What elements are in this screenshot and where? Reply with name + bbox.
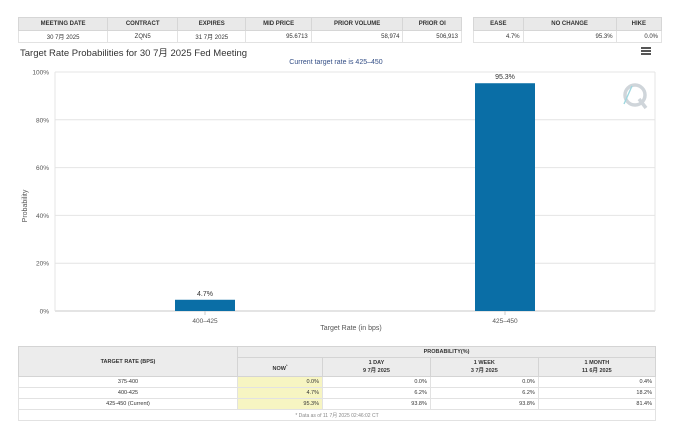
bar-data-label: 4.7% — [197, 291, 213, 298]
chart-subtitle: Current target rate is 425–450 — [289, 59, 383, 66]
meeting-date-value: 30 7月 2025 — [17, 30, 109, 43]
futures-table: MEETING DATE CONTRACT EXPIRES MID PRICE … — [17, 17, 462, 43]
rate-cell: 425-450 (Current) — [18, 398, 238, 410]
footnote-row: * Data as of 11 7月 2025 02:46:02 CT — [18, 409, 656, 421]
rate-cell: 400-425 — [18, 387, 238, 399]
y-axis-ticks: 0% 20% 40% 60% 80% 100% — [32, 70, 49, 316]
x-tick-label: 400–425 — [192, 318, 218, 325]
table-row: 425-450 (Current) 95.3% 93.8% 93.8% 81.4… — [18, 398, 657, 410]
col-expires: EXPIRES — [177, 17, 247, 31]
prior-oi-value: 506,913 — [402, 30, 462, 43]
table-row: 400-425 4.7% 6.2% 6.2% 18.2% — [18, 387, 657, 399]
hamburger-menu-icon[interactable] — [641, 47, 651, 55]
prior-volume-value: 58,974 — [310, 30, 404, 43]
x-axis-label: Target Rate (in bps) — [320, 325, 381, 332]
col-1-day: 1 DAY 9 7月 2025 — [322, 357, 431, 377]
bar-data-label: 95.3% — [495, 74, 515, 81]
futures-header-row: MEETING DATE CONTRACT EXPIRES MID PRICE … — [17, 17, 462, 31]
probability-table: TARGET RATE (BPS) PROBABILITY(%) NOW* 1 … — [18, 346, 657, 421]
bar — [175, 299, 235, 311]
ease-header-row: EASE NO CHANGE HIKE — [473, 17, 663, 31]
y-tick-label: 80% — [36, 117, 49, 124]
chart-grid — [54, 71, 656, 312]
col-probability-group: PROBABILITY(%) — [237, 346, 656, 358]
y-axis-label: Probability — [22, 189, 29, 222]
y-tick-label: 20% — [36, 261, 49, 268]
no-change-value: 95.3% — [522, 30, 617, 43]
y-tick-label: 0% — [40, 309, 50, 316]
now-cell: 4.7% — [237, 387, 323, 399]
mid-price-value: 95.6713 — [245, 30, 312, 43]
y-tick-label: 100% — [32, 70, 49, 77]
rate-cell: 375-400 — [18, 376, 238, 388]
col-hike: HIKE — [615, 17, 663, 31]
week-cell: 6.2% — [429, 387, 539, 399]
day-cell: 93.8% — [322, 398, 431, 410]
table-row: 375-400 0.0% 0.0% 0.0% 0.4% — [18, 376, 657, 388]
y-tick-label: 40% — [36, 213, 49, 220]
month-cell: 18.2% — [537, 387, 657, 399]
bar — [475, 83, 535, 311]
month-cell: 81.4% — [537, 398, 657, 410]
day-cell: 6.2% — [322, 387, 431, 399]
week-cell: 93.8% — [429, 398, 539, 410]
col-1-month: 1 MONTH 11 6月 2025 — [537, 357, 657, 377]
col-ease: EASE — [473, 17, 524, 31]
col-1-week: 1 WEEK 3 7月 2025 — [429, 357, 539, 377]
col-mid-price: MID PRICE — [245, 17, 312, 31]
col-no-change: NO CHANGE — [522, 17, 617, 31]
col-prior-oi: PRIOR OI — [402, 17, 462, 31]
week-cell: 0.0% — [429, 376, 539, 388]
quikstrike-logo-icon — [623, 83, 648, 110]
chart-title: Target Rate Probabilities for 30 7月 2025… — [20, 48, 248, 59]
col-target-rate: TARGET RATE (BPS) — [18, 346, 238, 377]
now-cell: 95.3% — [237, 398, 323, 410]
col-prior-volume: PRIOR VOLUME — [310, 17, 404, 31]
ease-value: 4.7% — [473, 30, 524, 43]
contract-value: ZQN5 — [107, 30, 179, 43]
futures-data-row: 30 7月 2025 ZQN5 31 7月 2025 95.6713 58,97… — [17, 30, 462, 43]
expires-value: 31 7月 2025 — [177, 30, 247, 43]
now-cell: 0.0% — [237, 376, 323, 388]
month-cell: 0.4% — [537, 376, 657, 388]
col-now: NOW* — [237, 357, 323, 377]
hike-value: 0.0% — [615, 30, 663, 43]
ease-hike-table: EASE NO CHANGE HIKE 4.7% 95.3% 0.0% — [473, 17, 663, 43]
x-axis-ticks: 400–425 425–450 — [192, 311, 518, 325]
y-tick-label: 60% — [36, 165, 49, 172]
col-contract: CONTRACT — [107, 17, 179, 31]
prob-header-top: TARGET RATE (BPS) PROBABILITY(%) — [18, 346, 656, 377]
col-meeting-date: MEETING DATE — [17, 17, 109, 31]
chart-bars: 4.7% 95.3% — [175, 74, 535, 311]
ease-data-row: 4.7% 95.3% 0.0% — [473, 30, 663, 43]
day-cell: 0.0% — [322, 376, 431, 388]
top-summary: MEETING DATE CONTRACT EXPIRES MID PRICE … — [17, 0, 663, 43]
data-timestamp: * Data as of 11 7月 2025 02:46:02 CT — [18, 409, 656, 421]
x-tick-label: 425–450 — [492, 318, 518, 325]
prob-header-sub: NOW* 1 DAY 9 7月 2025 1 WEEK 3 7月 2025 1 MO… — [19, 357, 657, 377]
bar-chart: 0% 20% 40% 60% 80% 100% 4.7% 95.3% 400–425 425–… — [22, 70, 656, 332]
